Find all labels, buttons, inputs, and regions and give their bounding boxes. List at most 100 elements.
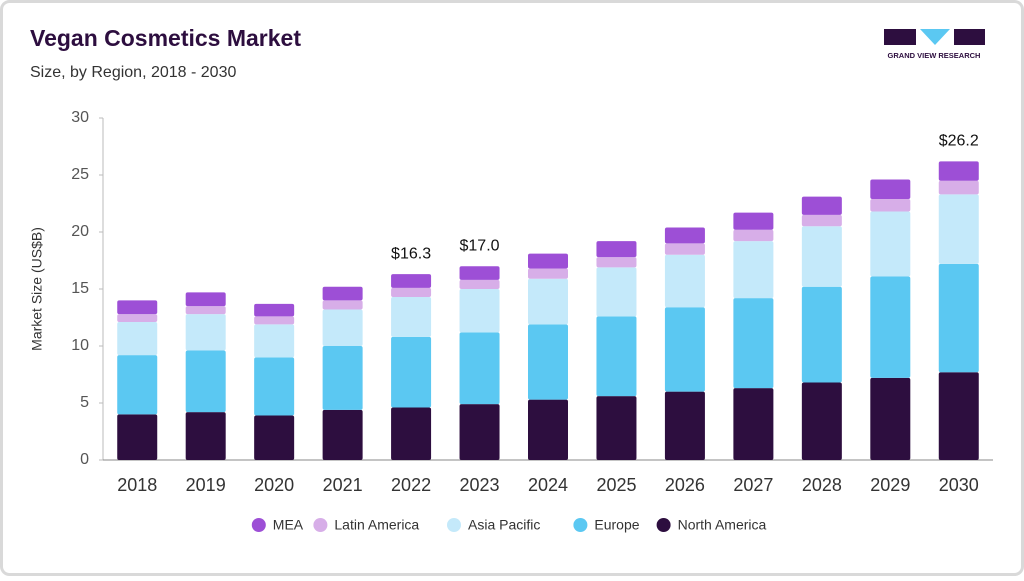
bar-segment xyxy=(528,278,568,325)
bar-segment xyxy=(185,412,226,460)
value-label: $17.0 xyxy=(460,237,500,254)
x-tick-label: 2029 xyxy=(870,475,910,495)
bar-segment xyxy=(938,372,979,460)
bar-segment xyxy=(801,382,842,460)
bar-segment xyxy=(733,212,774,230)
legend-label: Asia Pacific xyxy=(468,517,540,533)
bar-segment xyxy=(870,198,911,212)
bar-segment xyxy=(733,229,774,242)
value-label: $26.2 xyxy=(939,133,979,150)
bar-segment xyxy=(528,268,568,279)
bar-segment xyxy=(528,253,568,269)
x-tick-label: 2022 xyxy=(391,475,431,495)
bar-segment xyxy=(596,257,637,268)
chart-subtitle: Size, by Region, 2018 - 2030 xyxy=(30,64,236,81)
bar-segment xyxy=(322,409,363,460)
x-tick-label: 2026 xyxy=(665,475,705,495)
bar-segment xyxy=(322,309,363,346)
bar-segment xyxy=(322,286,363,301)
bar-segment xyxy=(117,314,158,323)
bar-segment xyxy=(391,407,432,460)
legend-label: North America xyxy=(678,517,767,533)
bar-segment xyxy=(733,241,774,299)
x-tick-label: 2019 xyxy=(186,475,226,495)
bar-segment xyxy=(117,414,158,460)
legend-swatch xyxy=(251,518,266,532)
bar-segment xyxy=(528,324,568,400)
bar-segment xyxy=(254,357,295,416)
bar-segment xyxy=(596,267,637,317)
bar-segment xyxy=(391,336,432,408)
bar-segment xyxy=(801,226,842,287)
bar-segment xyxy=(185,306,226,315)
bar-segment xyxy=(938,194,979,264)
bar-segment xyxy=(117,322,158,356)
bar-segment xyxy=(664,254,705,308)
logo-text: GRAND VIEW RESEARCH xyxy=(888,51,981,60)
logo: GRAND VIEW RESEARCH xyxy=(884,29,985,60)
bar-segment xyxy=(938,161,979,181)
x-tick-label: 2028 xyxy=(802,475,842,495)
bar-segment xyxy=(254,316,295,325)
x-tick-label: 2025 xyxy=(596,475,636,495)
bar-segment xyxy=(801,286,842,383)
legend-label: MEA xyxy=(273,517,304,533)
legend-label: Europe xyxy=(594,517,639,533)
legend-swatch xyxy=(573,518,588,532)
x-tick-label: 2021 xyxy=(323,475,363,495)
bar-segment xyxy=(391,274,432,288)
bar-segment xyxy=(185,292,226,307)
legend-swatch xyxy=(447,518,461,532)
bar-segment xyxy=(528,399,568,460)
bar-segment xyxy=(596,316,637,397)
legend-swatch xyxy=(656,518,671,532)
bar-segment xyxy=(322,300,363,310)
bar-segment xyxy=(596,396,637,460)
bar-segment xyxy=(459,404,500,460)
y-tick-label: 15 xyxy=(71,280,89,297)
x-tick-label: 2027 xyxy=(733,475,773,495)
y-tick-label: 25 xyxy=(71,166,89,183)
bar-segment xyxy=(733,388,774,460)
chart-title: Vegan Cosmetics Market xyxy=(30,25,301,51)
x-tick-label: 2018 xyxy=(117,475,157,495)
bar-segment xyxy=(185,350,226,413)
bar-segment xyxy=(664,391,705,460)
bar-segment xyxy=(801,196,842,215)
x-tick-label: 2030 xyxy=(939,475,979,495)
bar-segment xyxy=(322,346,363,410)
bar-segment xyxy=(117,300,158,315)
bar-segment xyxy=(459,279,500,289)
value-label: $16.3 xyxy=(391,245,431,262)
bar-segment xyxy=(870,377,911,460)
bar-segment xyxy=(185,314,226,351)
legend-swatch xyxy=(313,518,328,532)
bar-segment xyxy=(254,324,295,358)
bar-segment xyxy=(459,289,500,333)
x-tick-label: 2023 xyxy=(460,475,500,495)
bar-segment xyxy=(870,179,911,199)
y-tick-label: 30 xyxy=(71,109,89,126)
y-tick-label: 10 xyxy=(71,337,89,354)
bar-segment xyxy=(391,287,432,297)
bar-segment xyxy=(801,214,842,227)
bar-segment xyxy=(596,241,637,258)
bar-segment xyxy=(870,211,911,277)
bar-segment xyxy=(254,415,295,460)
y-tick-label: 20 xyxy=(71,223,89,240)
legend-label: Latin America xyxy=(334,517,419,533)
y-axis-label: Market Size (US$B) xyxy=(29,227,45,351)
bar-segment xyxy=(254,303,295,317)
bar-segment xyxy=(664,307,705,392)
bar-segment xyxy=(733,298,774,389)
bar-segment xyxy=(664,243,705,255)
bar-segment xyxy=(459,332,500,405)
bar-segment xyxy=(870,276,911,378)
bar-segment xyxy=(459,266,500,280)
bar-segment xyxy=(664,227,705,244)
bar-segment xyxy=(391,296,432,337)
x-tick-label: 2020 xyxy=(254,475,294,495)
x-tick-label: 2024 xyxy=(528,475,568,495)
bar-segment xyxy=(938,263,979,373)
